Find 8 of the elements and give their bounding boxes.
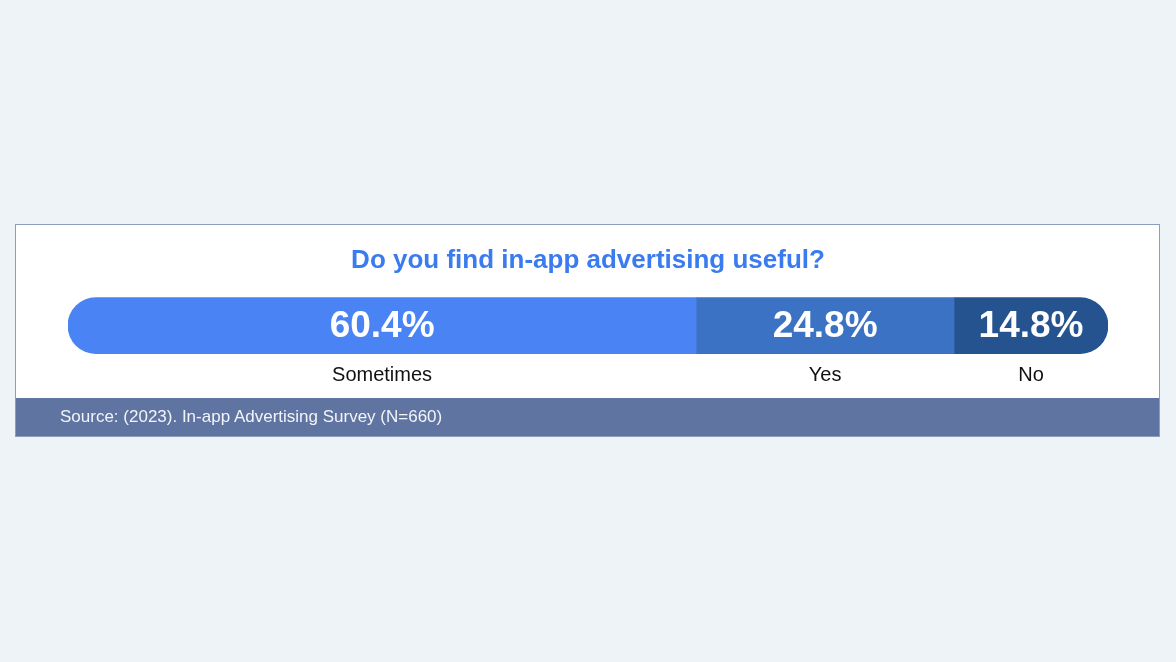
series-label: Yes	[808, 363, 842, 386]
series-label: No	[1018, 363, 1044, 386]
source-note: Source: (2023). In-app Advertising Survey (N=660)	[60, 407, 443, 426]
data-label: 24.8%	[772, 303, 878, 345]
data-label: 14.8%	[978, 303, 1084, 345]
series-label: Sometimes	[332, 363, 433, 386]
data-label: 60.4%	[329, 303, 435, 345]
chart-title: Do you find in-app advertising useful?	[351, 243, 825, 274]
